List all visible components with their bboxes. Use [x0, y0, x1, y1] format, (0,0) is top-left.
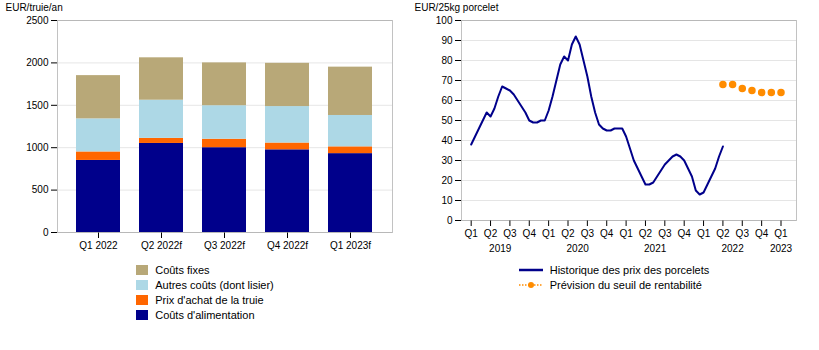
svg-text:60: 60 [441, 95, 453, 106]
svg-text:50: 50 [441, 115, 453, 126]
svg-text:Q1 2022: Q1 2022 [79, 240, 118, 251]
svg-text:30: 30 [441, 155, 453, 166]
svg-text:1000: 1000 [26, 142, 49, 153]
html-text:Prévision du seuil de rentabil: Prévision du seuil de rentabilité [549, 279, 702, 291]
svg-text:2019: 2019 [489, 243, 512, 254]
svg-text:Q1: Q1 [619, 228, 633, 239]
svg-text:2022: 2022 [721, 243, 744, 254]
svg-text:2023: 2023 [770, 243, 793, 254]
svg-text:Q4: Q4 [523, 228, 537, 239]
svg-text:2000: 2000 [26, 57, 49, 68]
svg-text:Q1: Q1 [465, 228, 479, 239]
svg-text:20: 20 [441, 175, 453, 186]
svg-text:Q2 2022f: Q2 2022f [141, 240, 182, 251]
svg-text:80: 80 [441, 55, 453, 66]
html-text:Coûts d'alimentation: Coûts d'alimentation [155, 309, 255, 321]
svg-text:70: 70 [441, 75, 453, 86]
svg-text:40: 40 [441, 135, 453, 146]
svg-text:2500: 2500 [26, 15, 49, 26]
svg-text:Q3 2022f: Q3 2022f [204, 240, 245, 251]
svg-text:2020: 2020 [567, 243, 590, 254]
html-text:Historique des prix des porcel: Historique des prix des porcelets [549, 264, 710, 276]
svg-text:Q4: Q4 [755, 228, 769, 239]
html-text:Prix d'achat de la truie: Prix d'achat de la truie [155, 294, 264, 306]
svg-text:Q1: Q1 [774, 228, 788, 239]
svg-text:Q1 2023f: Q1 2023f [330, 240, 371, 251]
svg-text:Q4: Q4 [678, 228, 692, 239]
svg-text:1500: 1500 [26, 100, 49, 111]
svg-text:Q4: Q4 [600, 228, 614, 239]
svg-text:500: 500 [32, 184, 49, 195]
svg-text:Q2: Q2 [561, 228, 575, 239]
html-text:Autres coûts (dont lisier): Autres coûts (dont lisier) [155, 279, 274, 291]
svg-text:10: 10 [441, 195, 453, 206]
svg-text:0: 0 [447, 215, 453, 226]
svg-text:Q2: Q2 [716, 228, 730, 239]
svg-text:Q1: Q1 [697, 228, 711, 239]
svg-text:Q1: Q1 [542, 228, 556, 239]
svg-text:90: 90 [441, 35, 453, 46]
svg-text:0: 0 [43, 227, 49, 238]
svg-text:Q3: Q3 [736, 228, 750, 239]
svg-text:Q2: Q2 [639, 228, 653, 239]
svg-text:Q4 2022f: Q4 2022f [267, 240, 308, 251]
html-text:Coûts fixes: Coûts fixes [155, 264, 210, 276]
svg-text:Q3: Q3 [503, 228, 517, 239]
svg-text:Q2: Q2 [484, 228, 498, 239]
svg-text:100: 100 [436, 15, 453, 26]
svg-text:EUR/25kg porcelet: EUR/25kg porcelet [415, 2, 499, 13]
svg-text:Q3: Q3 [658, 228, 672, 239]
svg-text:2021: 2021 [644, 243, 667, 254]
svg-text:EUR/truie/an: EUR/truie/an [6, 2, 63, 13]
svg-text:Q3: Q3 [581, 228, 595, 239]
